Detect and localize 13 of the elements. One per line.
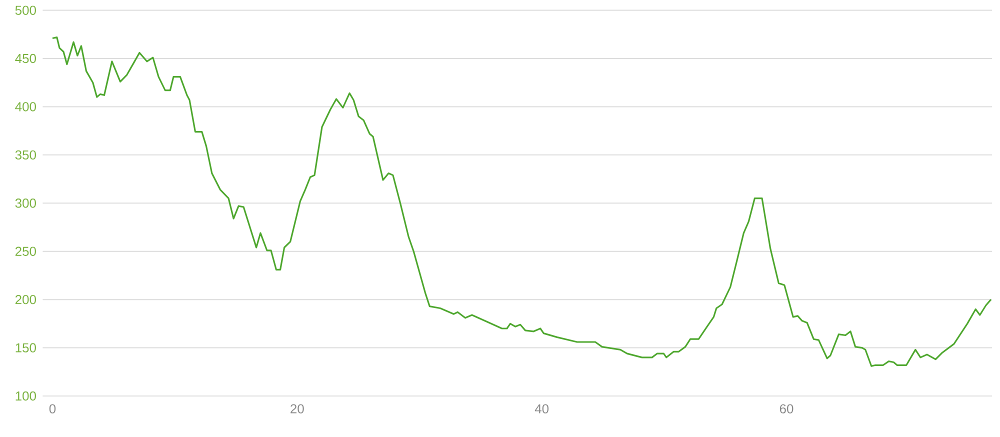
x-tick-label: 40 (534, 404, 549, 414)
x-tick-label: 60 (780, 404, 794, 414)
x-tick-label: 20 (290, 404, 304, 414)
y-tick-label: 350 (15, 150, 36, 160)
y-tick-label: 400 (15, 102, 36, 112)
y-tick-label: 100 (16, 391, 36, 401)
y-tick-label: 150 (16, 343, 36, 352)
y-tick-label: 450 (15, 54, 36, 64)
y-tick-label: 300 (15, 198, 36, 208)
x-tick-label: 0 (49, 404, 56, 414)
y-tick-label: 250 (15, 246, 36, 256)
y-tick-label: 500 (15, 6, 36, 15)
y-tick-label: 200 (15, 294, 36, 304)
